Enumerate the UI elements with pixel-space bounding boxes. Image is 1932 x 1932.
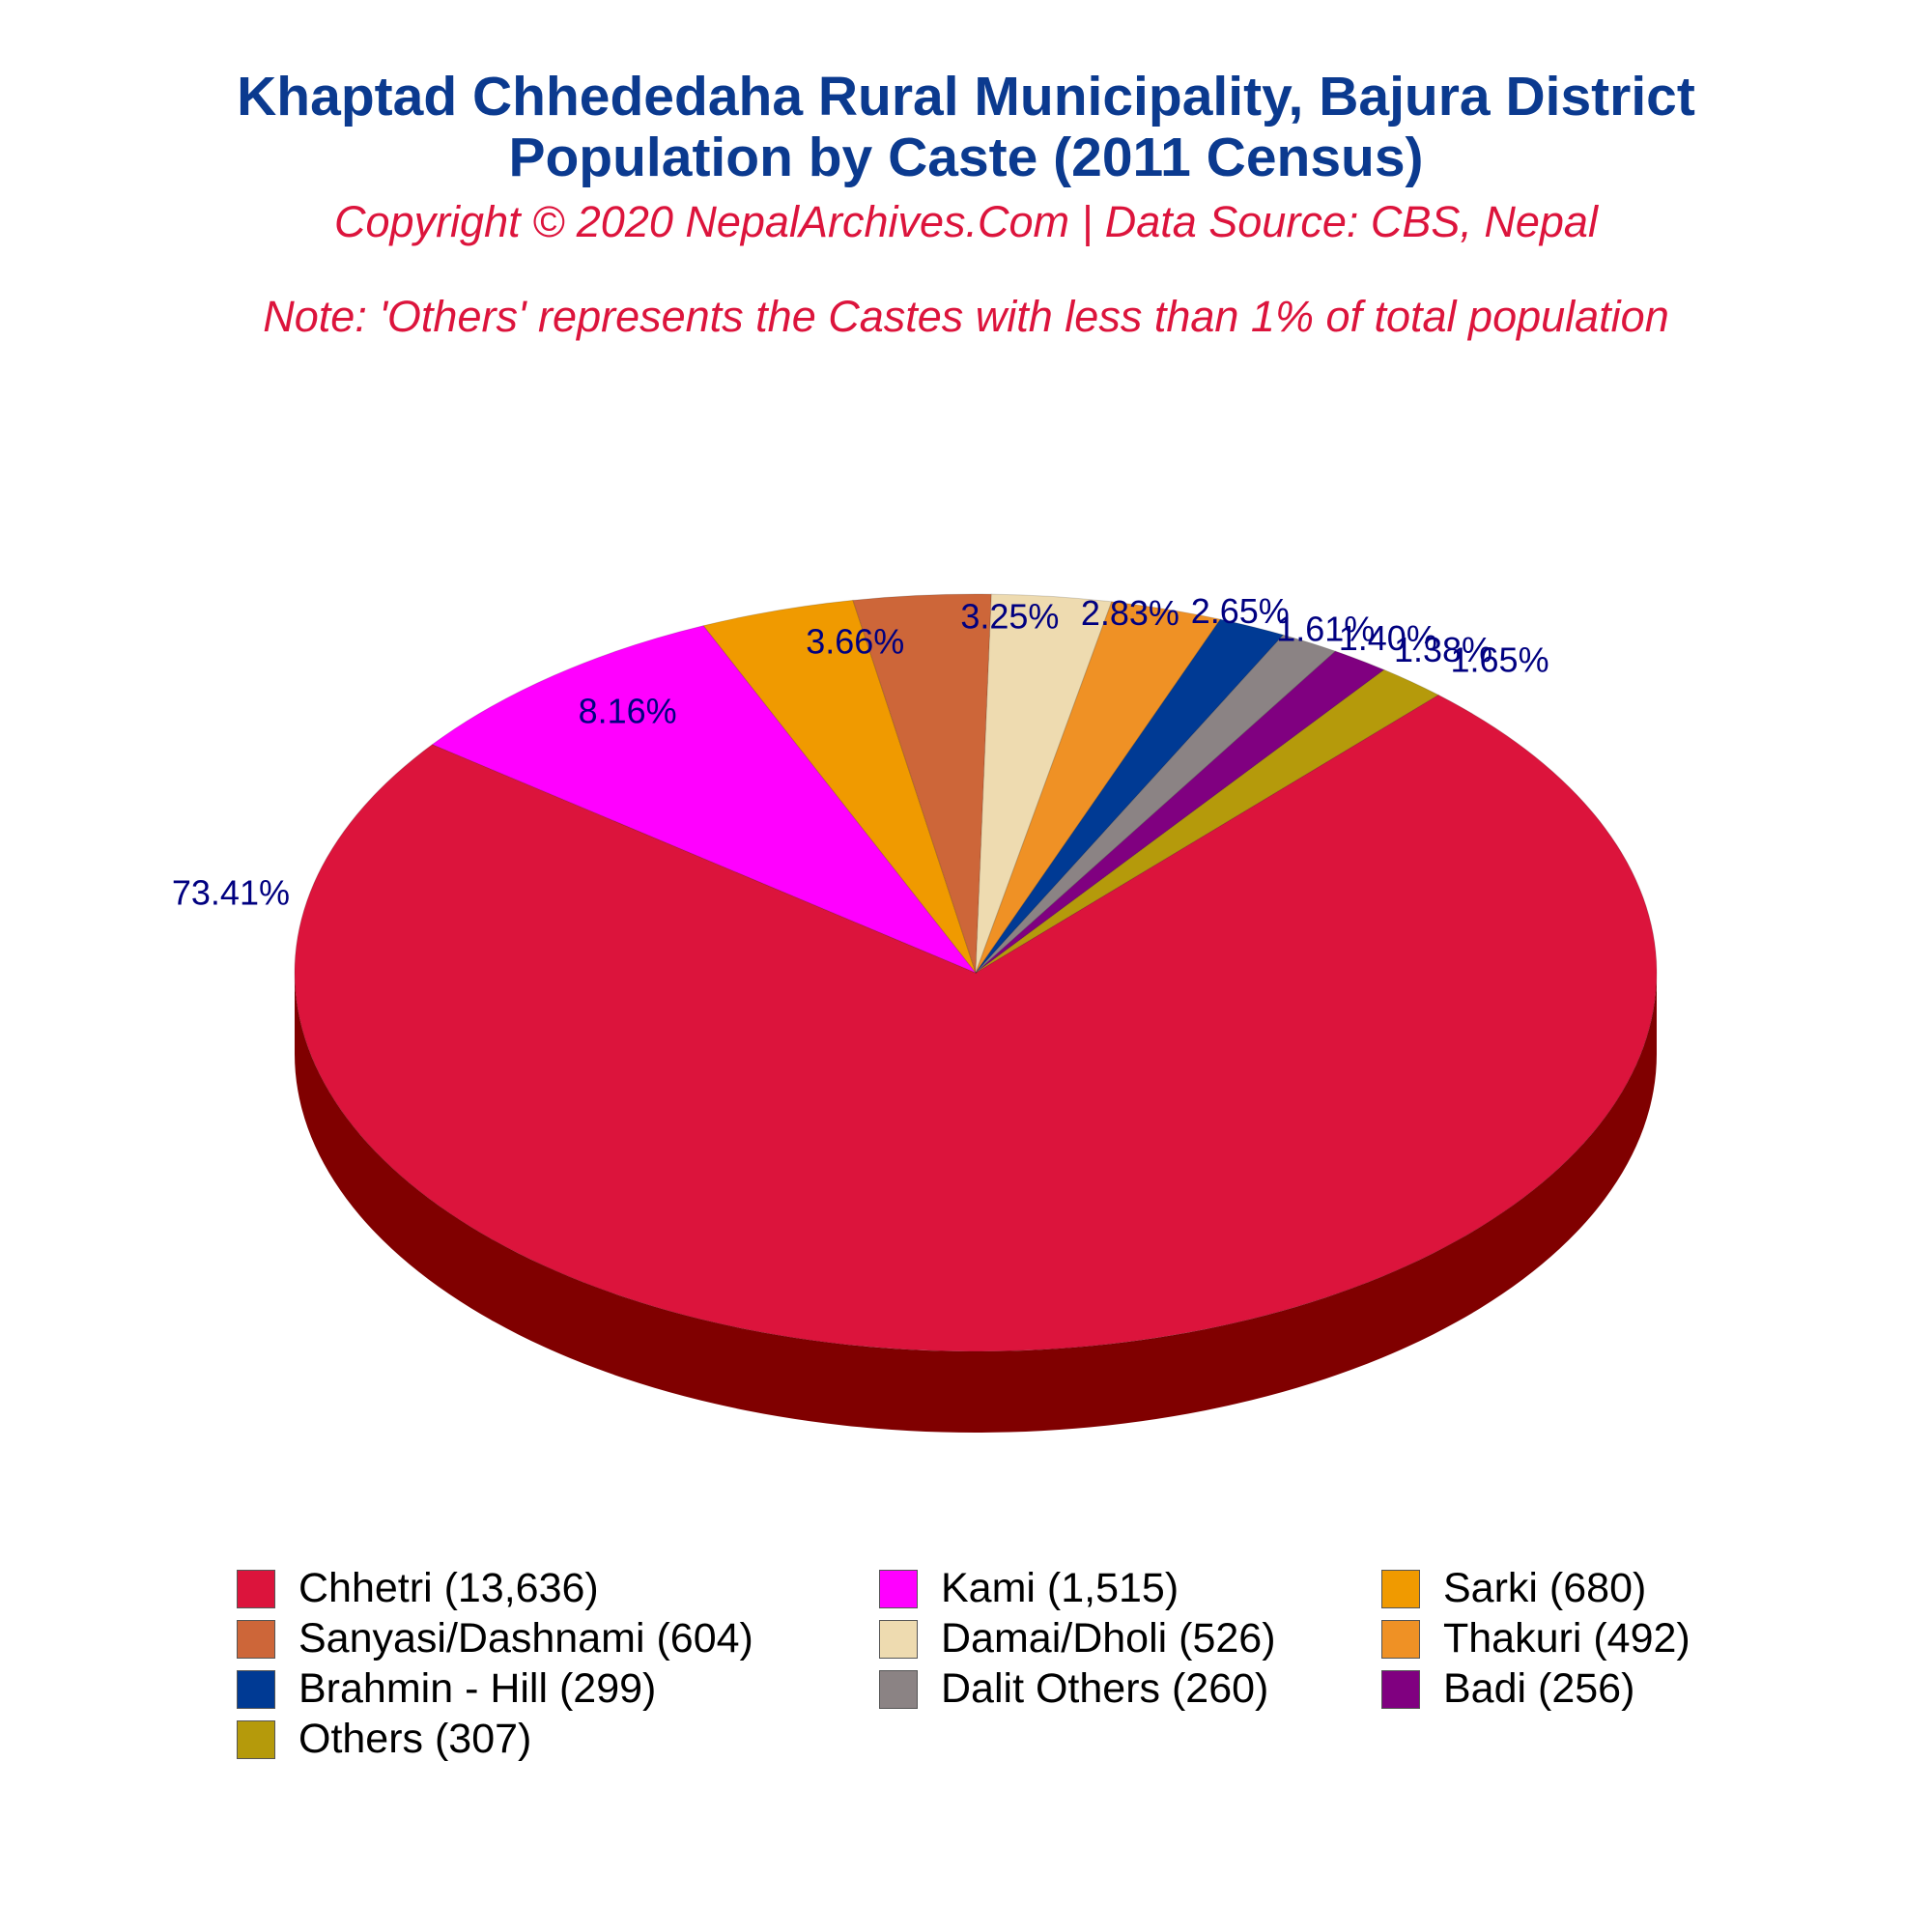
legend-item-kami: Kami (1,515) <box>879 1565 1179 1612</box>
copyright-text: Copyright © 2020 NepalArchives.Com | Dat… <box>334 197 1598 246</box>
pie-slice-damai-dholi <box>975 593 1113 974</box>
pct-label-sanyasi-dashnami: 3.25% <box>960 597 1059 637</box>
legend-swatch <box>879 1669 918 1709</box>
legend-label: Sanyasi/Dashnami (604) <box>298 1615 753 1662</box>
pie-slice-thakuri <box>975 601 1222 974</box>
pct-label-badi: 1.38% <box>1394 630 1492 669</box>
pie-slice-dalit-others <box>975 634 1337 974</box>
legend-label: Thakuri (492) <box>1443 1615 1690 1662</box>
legend-swatch <box>237 1719 275 1759</box>
legend-item-badi: Badi (256) <box>1381 1665 1634 1713</box>
legend-item-chhetri: Chhetri (13,636) <box>237 1565 599 1612</box>
pie-slice-kami <box>431 625 978 975</box>
legend-swatch <box>1381 1569 1420 1608</box>
note-text: Note: 'Others' represents the Castes wit… <box>263 292 1669 341</box>
pct-label-damai-dholi: 2.83% <box>1081 593 1179 633</box>
legend-label: Sarki (680) <box>1443 1565 1647 1611</box>
pie-sides <box>295 973 1657 1433</box>
chart-title: Khaptad Chhededaha Rural Municipality, B… <box>237 66 1695 128</box>
legend-item-sarki: Sarki (680) <box>1381 1565 1646 1612</box>
legend-swatch <box>1381 1619 1420 1659</box>
pie-labels: 73.41% 8.16% 3.66% 3.25% 2.83% 2.65%1.61%1.40… <box>172 591 1549 912</box>
legend-label: Dalit Others (260) <box>941 1665 1269 1712</box>
legend-item-brahmin-hill: Brahmin - Hill (299) <box>237 1665 656 1713</box>
pie-slice-sarki <box>702 599 977 974</box>
legend-item-others: Others (307) <box>237 1716 531 1763</box>
legend-label: Chhetri (13,636) <box>298 1565 599 1611</box>
legend-label: Damai/Dholi (526) <box>941 1615 1276 1662</box>
pie-slice-chhetri <box>294 694 1658 1352</box>
pct-label-others: 1.65% <box>1451 639 1549 679</box>
pct-label-sarki: 3.66% <box>806 622 904 662</box>
legend-item-damai-dholi: Damai/Dholi (526) <box>879 1615 1276 1662</box>
legend-item-sanyasi-dashnami: Sanyasi/Dashnami (604) <box>237 1615 753 1662</box>
legend-label: Brahmin - Hill (299) <box>298 1665 657 1712</box>
pie-slice-sanyasi-dashnami <box>852 593 992 974</box>
legend-swatch <box>237 1569 275 1608</box>
chart-subtitle: Population by Caste (2011 Census) <box>508 127 1424 188</box>
pie-slice-others <box>975 668 1440 974</box>
legend-label: Kami (1,515) <box>941 1565 1179 1611</box>
pct-label-brahmin-hill: 1.61% <box>1276 609 1375 648</box>
legend-label: Badi (256) <box>1443 1665 1635 1712</box>
pie-tops <box>294 593 1658 1352</box>
legend-swatch <box>879 1619 918 1659</box>
legend-item-thakuri: Thakuri (492) <box>1381 1615 1690 1662</box>
legend-swatch <box>237 1669 275 1709</box>
legend-label: Others (307) <box>298 1716 532 1762</box>
pct-label-kami: 8.16% <box>579 692 677 731</box>
legend-swatch <box>237 1619 275 1659</box>
pie-slice-badi <box>975 650 1385 974</box>
pie-slice-brahmin-hill <box>975 618 1285 974</box>
legend-swatch <box>879 1569 918 1608</box>
pct-label-chhetri: 73.41% <box>172 873 290 913</box>
pie-side-chhetri <box>295 973 1657 1433</box>
legend-item-dalit-others: Dalit Others (260) <box>879 1665 1268 1713</box>
pct-label-dalit-others: 1.40% <box>1339 618 1437 658</box>
pct-label-thakuri: 2.65% <box>1191 591 1290 631</box>
legend-swatch <box>1381 1669 1420 1709</box>
